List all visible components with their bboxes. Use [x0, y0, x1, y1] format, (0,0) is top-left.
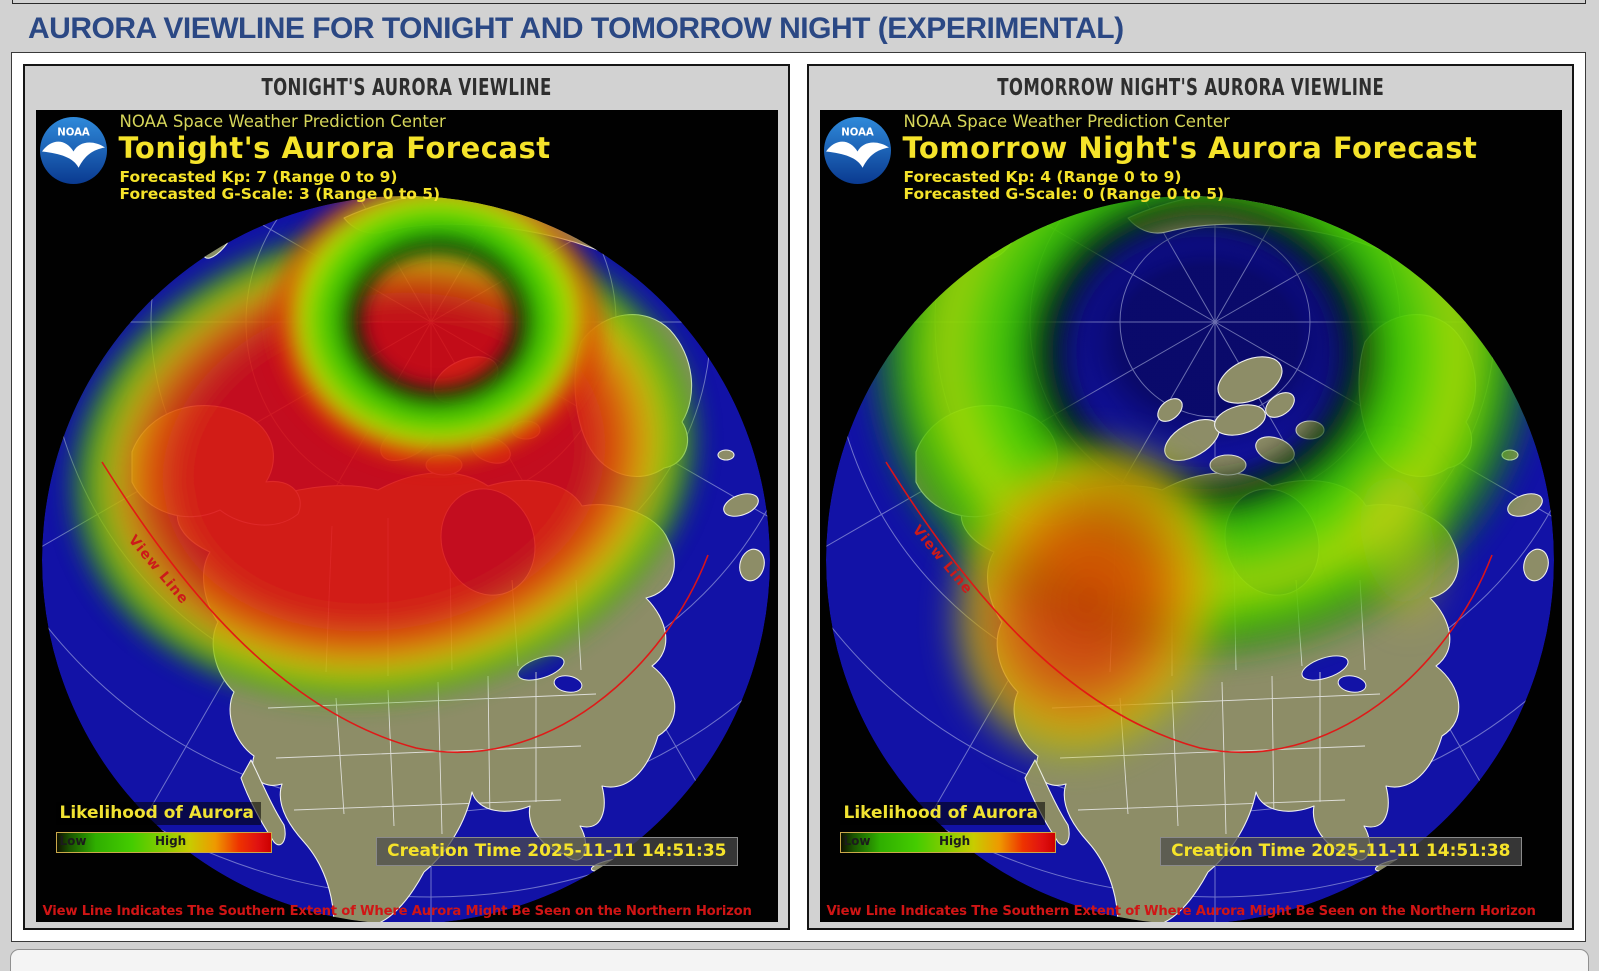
previous-section-edge	[12, 0, 1586, 4]
view-line-footnote: View Line Indicates The Southern Extent …	[42, 904, 752, 919]
view-line-footnote: View Line Indicates The Southern Extent …	[826, 904, 1536, 919]
next-section-container	[10, 949, 1589, 971]
legend-title: Likelihood of Aurora	[839, 802, 1045, 825]
creation-time: Creation Time 2025-11-11 14:51:35	[376, 837, 738, 866]
forecast-title: Tonight's Aurora Forecast	[118, 131, 551, 165]
kp-forecast: Forecasted Kp: 7 (Range 0 to 9)	[119, 168, 398, 186]
aurora-overlay-tonight	[63, 196, 704, 707]
aurora-map-tomorrow: View Line NOAA NOAA Space Weather Predic…	[819, 110, 1562, 922]
panel-tonight: TONIGHT'S AURORA VIEWLINE View Line	[23, 64, 790, 930]
noaa-logo: NOAA	[823, 117, 891, 184]
gscale-forecast: Forecasted G-Scale: 3 (Range 0 to 5)	[119, 185, 441, 203]
legend-gradient-bar: Low High	[55, 832, 272, 853]
legend-low-label: Low	[843, 834, 871, 848]
agency-caption: NOAA Space Weather Prediction Center	[903, 112, 1230, 131]
panel-title-tonight: TONIGHT'S AURORA VIEWLINE	[25, 66, 788, 110]
page-title: AURORA VIEWLINE FOR TONIGHT AND TOMORROW…	[28, 12, 1124, 45]
panel-title-label: TOMORROW NIGHT'S AURORA VIEWLINE	[997, 75, 1384, 101]
creation-time: Creation Time 2025-11-11 14:51:38	[1160, 837, 1522, 866]
noaa-logo-text: NOAA	[57, 127, 90, 138]
legend-gradient-bar: Low High	[839, 832, 1056, 853]
gscale-forecast: Forecasted G-Scale: 0 (Range 0 to 5)	[903, 185, 1225, 203]
aurora-overlay-tomorrow	[856, 196, 1549, 770]
panel-tomorrow: TOMORROW NIGHT'S AURORA VIEWLINE	[807, 64, 1574, 930]
legend-high-label: High	[154, 834, 187, 848]
noaa-logo: NOAA	[39, 117, 107, 184]
likelihood-legend: Likelihood of Aurora Low High	[55, 802, 272, 853]
likelihood-legend: Likelihood of Aurora Low High	[839, 802, 1056, 853]
legend-title: Likelihood of Aurora	[55, 802, 261, 825]
legend-high-label: High	[938, 834, 971, 848]
aurora-map-tonight: View Line NOAA NOAA Space Weather Predic…	[35, 110, 778, 922]
noaa-logo-text: NOAA	[841, 127, 874, 138]
agency-caption: NOAA Space Weather Prediction Center	[119, 112, 446, 131]
panels-container: TONIGHT'S AURORA VIEWLINE View Line	[11, 52, 1586, 942]
globe-graphic-tonight: View Line	[41, 196, 770, 922]
panel-title-tomorrow: TOMORROW NIGHT'S AURORA VIEWLINE	[809, 66, 1572, 110]
kp-forecast: Forecasted Kp: 4 (Range 0 to 9)	[903, 168, 1182, 186]
legend-low-label: Low	[59, 834, 87, 848]
globe-graphic-tomorrow: View Line	[825, 196, 1554, 922]
forecast-title: Tomorrow Night's Aurora Forecast	[902, 131, 1478, 165]
panel-title-label: TONIGHT'S AURORA VIEWLINE	[261, 75, 552, 101]
